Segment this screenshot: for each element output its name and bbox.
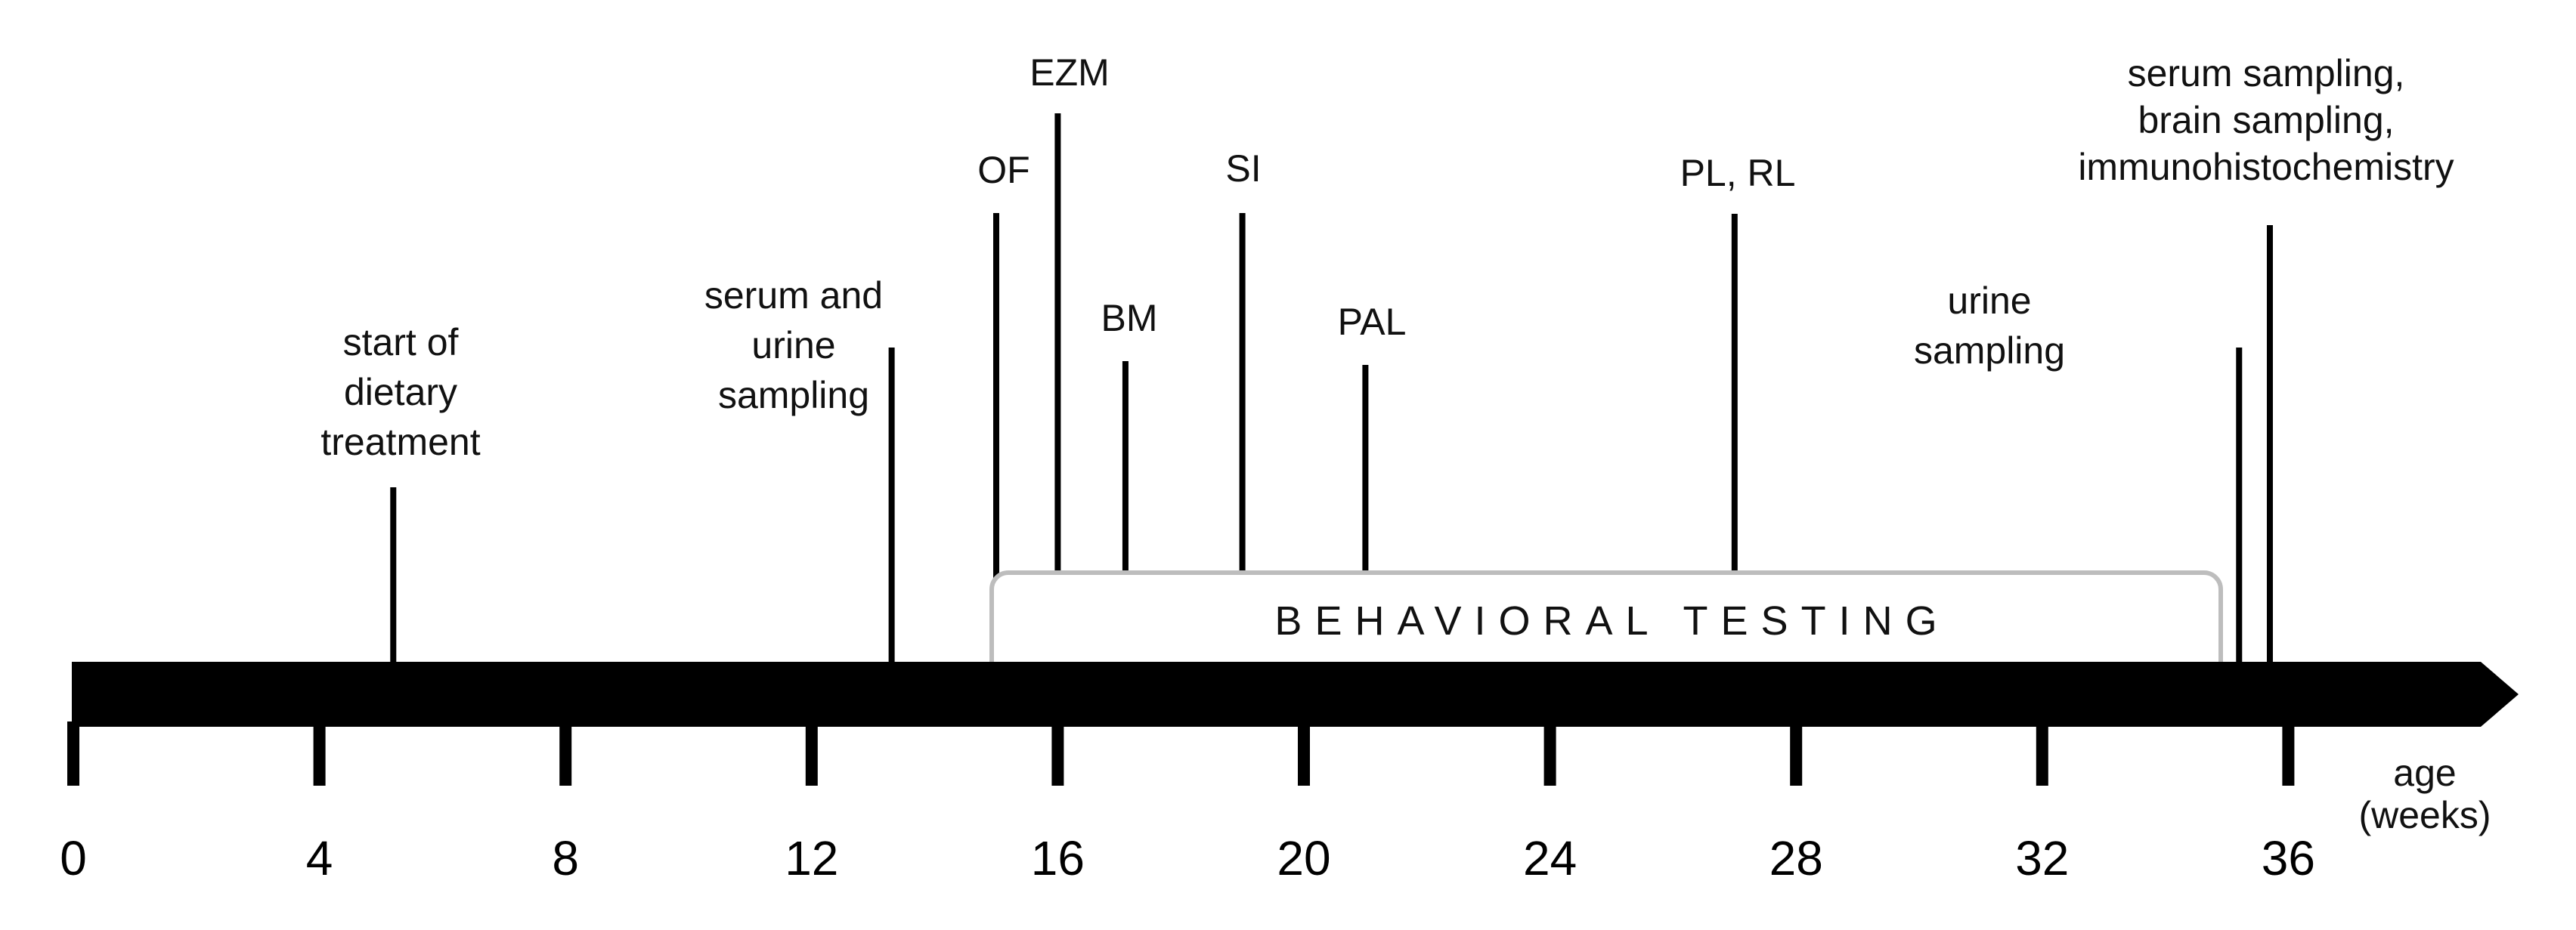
event-label-line: serum and [704,274,883,317]
axis-tick-label: 24 [1523,831,1577,885]
event-label-line: PL, RL [1680,152,1796,194]
axis-tick-labels: 0 4 8 12 16 20 24 28 32 36 [60,831,2315,885]
event-label-line: serum sampling, [2128,52,2405,94]
event-label-line: SI [1225,147,1261,190]
event-label-line: start of [343,321,459,363]
event-label-line: urine [1947,280,2031,322]
event-label-of: OF [977,149,1029,191]
event-label-line: urine [751,324,835,366]
axis-tick [805,721,818,786]
axis-tick [67,721,79,786]
axis-title-line: (weeks) [2358,794,2491,836]
event-label-line: treatment [320,421,480,463]
event-label-line: brain sampling, [2138,99,2394,141]
behavioral-testing-label: BEHAVIORAL TESTING [1274,598,1949,644]
axis-tick-label: 28 [1769,831,1823,885]
event-label-line: sampling [1914,329,2065,372]
axis-tick-label: 36 [2262,831,2315,885]
event-label-urine: urine sampling [1914,280,2065,372]
axis-tick-label: 32 [2015,831,2069,885]
event-label-pl-rl: PL, RL [1680,152,1796,194]
axis-tick [1051,721,1064,786]
axis-tick-label: 8 [552,831,579,885]
axis-tick-label: 0 [60,831,87,885]
event-label-line: BM [1101,297,1158,339]
event-lines [390,113,2273,662]
event-label-line: OF [977,149,1029,191]
event-label-line: immunohistochemistry [2078,146,2454,188]
event-label-line: EZM [1029,51,1110,94]
event-label-line: dietary [344,371,457,413]
axis-ticks [67,721,2295,786]
axis-tick [2282,721,2295,786]
axis-tick-label: 20 [1277,831,1330,885]
axis-tick [1790,721,1803,786]
axis-title-line: age [2393,752,2456,794]
axis-title: age (weeks) [2358,752,2491,836]
event-label-serum-urine: serum and urine sampling [704,274,883,416]
axis-tick-label: 16 [1031,831,1085,885]
axis-tick [1543,721,1556,786]
axis-tick-label: 12 [785,831,838,885]
event-label-ezm: EZM [1029,51,1110,94]
timeline-arrow [72,662,2519,727]
event-label-bm: BM [1101,297,1158,339]
axis-tick [559,721,572,786]
axis-tick-label: 4 [306,831,333,885]
event-label-line: PAL [1338,301,1407,343]
event-label-pal: PAL [1338,301,1407,343]
event-labels: start of dietary treatment serum and urine sa… [320,51,2454,463]
axis-tick [2036,721,2048,786]
event-label-line: sampling [718,374,869,416]
event-label-dietary: start of dietary treatment [320,321,480,463]
axis-tick [313,721,326,786]
event-label-si: SI [1225,147,1261,190]
event-label-final-sampling: serum sampling, brain sampling, immunohist… [2078,52,2454,188]
axis-tick [1298,721,1310,786]
